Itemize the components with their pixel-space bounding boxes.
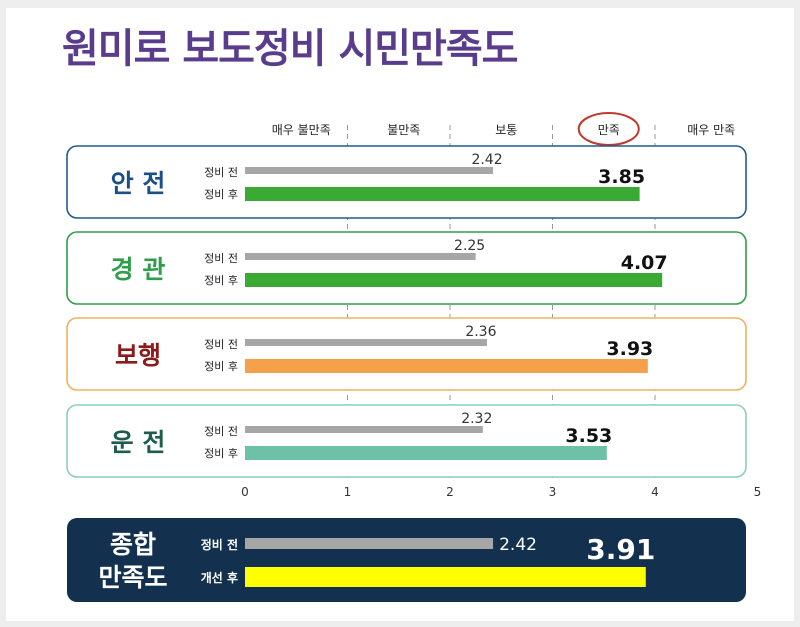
after-label: 정비 후 [204, 447, 238, 460]
after-value: 3.85 [598, 166, 645, 188]
summary-after-label: 개선 후 [201, 570, 238, 585]
after-bar [245, 446, 607, 460]
after-value: 3.93 [606, 338, 653, 360]
before-value: 2.25 [454, 238, 485, 254]
category-label: 경 관 [111, 255, 166, 284]
page-title: 원미로 보도정비 시민만족도 [62, 26, 518, 72]
summary-label-line1: 종합 [110, 530, 156, 559]
before-value: 2.36 [465, 324, 496, 340]
before-bar [245, 167, 494, 174]
x-tick-label: 5 [754, 485, 762, 499]
x-tick-label: 4 [651, 485, 659, 499]
scale-label: 보통 [495, 123, 517, 137]
before-value: 2.32 [461, 411, 492, 427]
before-bar [245, 339, 487, 346]
before-label: 정비 전 [204, 252, 238, 265]
scale-label: 불만족 [387, 123, 420, 137]
x-tick-label: 3 [549, 485, 557, 499]
before-bar [245, 426, 483, 433]
summary-before-label: 정비 전 [201, 537, 238, 552]
summary-after-value: 3.91 [586, 533, 655, 566]
summary-before-value: 2.42 [499, 535, 537, 555]
summary-after-bar [245, 567, 646, 587]
summary-before-bar [245, 538, 494, 549]
after-value: 4.07 [621, 252, 668, 274]
after-label: 정비 후 [204, 360, 238, 373]
category-label: 운 전 [111, 428, 166, 457]
x-tick-label: 0 [241, 485, 249, 499]
before-label: 정비 전 [204, 338, 238, 351]
after-bar [245, 273, 663, 287]
before-value: 2.42 [471, 152, 502, 168]
category-label: 보행 [115, 341, 161, 370]
x-tick-label: 2 [446, 485, 454, 499]
after-bar [245, 359, 648, 373]
summary-label-line2: 만족도 [98, 563, 167, 592]
after-bar [245, 187, 640, 201]
x-tick-label: 1 [344, 485, 352, 499]
after-label: 정비 후 [204, 274, 238, 287]
before-label: 정비 전 [204, 425, 238, 438]
category-panel [66, 404, 747, 478]
before-label: 정비 전 [204, 166, 238, 179]
highlight-circle [577, 112, 640, 146]
before-bar [245, 253, 476, 260]
after-label: 정비 후 [204, 188, 238, 201]
scale-label: 매우 불만족 [272, 123, 331, 137]
after-value: 3.53 [565, 425, 612, 447]
category-label: 안 전 [111, 169, 166, 198]
scale-label: 만족 [598, 123, 620, 137]
scale-label: 매우 만족 [687, 123, 735, 137]
